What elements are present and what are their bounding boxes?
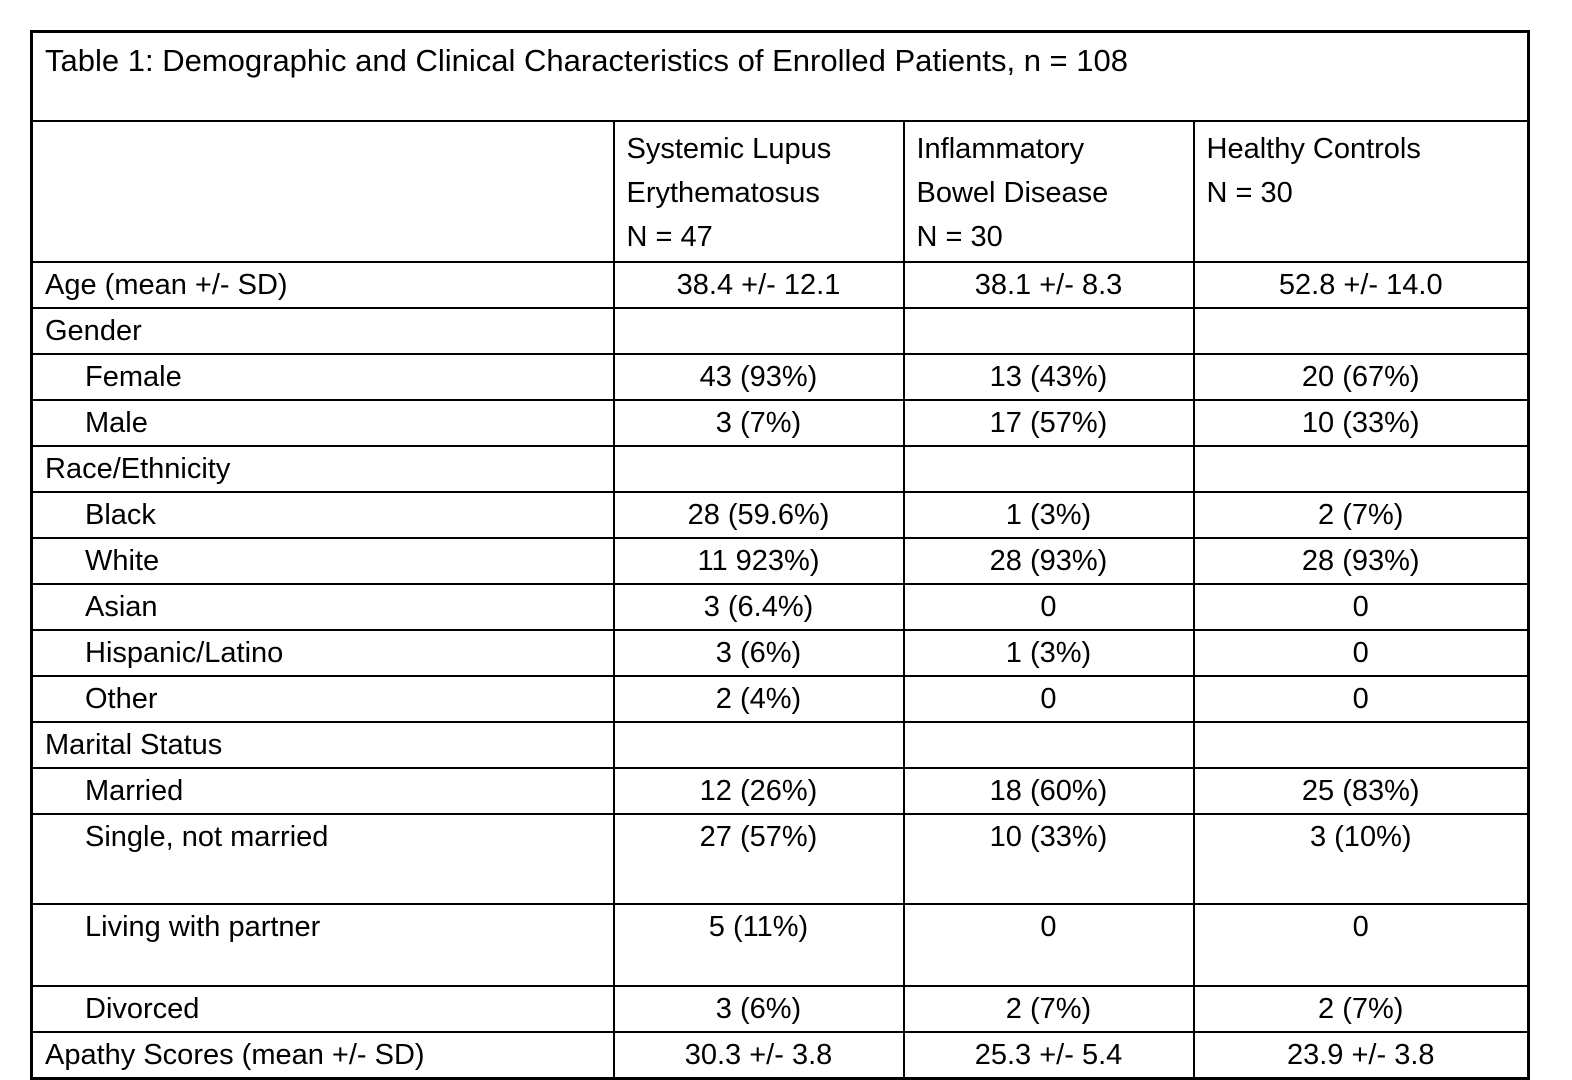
row-label-marital-status: Marital Status xyxy=(30,721,615,769)
cell-ibd: 2 (7%) xyxy=(902,985,1195,1033)
cell-ibd: 1 (3%) xyxy=(902,491,1195,539)
cell-ibd: 28 (93%) xyxy=(902,537,1195,585)
cell-sle: 3 (7%) xyxy=(612,399,905,447)
cell-hc xyxy=(1192,721,1530,769)
cell-hc: 28 (93%) xyxy=(1192,537,1530,585)
row-label-gender: Gender xyxy=(30,307,615,355)
table-row-divorced: Divorced 3 (6%) 2 (7%) 2 (7%) xyxy=(30,985,1530,1033)
table-row-apathy-scores: Apathy Scores (mean +/- SD) 30.3 +/- 3.8… xyxy=(30,1031,1530,1080)
cell-ibd: 13 (43%) xyxy=(902,353,1195,401)
table-row-asian: Asian 3 (6.4%) 0 0 xyxy=(30,583,1530,631)
cell-ibd: 0 xyxy=(902,583,1195,631)
cell-hc xyxy=(1192,307,1530,355)
cell-sle: 12 (26%) xyxy=(612,767,905,815)
cell-hc: 0 xyxy=(1192,903,1530,987)
table-row-black: Black 28 (59.6%) 1 (3%) 2 (7%) xyxy=(30,491,1530,539)
cell-hc: 25 (83%) xyxy=(1192,767,1530,815)
row-label-asian: Asian xyxy=(30,583,615,631)
cell-hc: 0 xyxy=(1192,675,1530,723)
cell-hc: 10 (33%) xyxy=(1192,399,1530,447)
cell-sle: 28 (59.6%) xyxy=(612,491,905,539)
cell-sle xyxy=(612,307,905,355)
cell-sle: 11 923%) xyxy=(612,537,905,585)
cell-hc: 0 xyxy=(1192,583,1530,631)
row-label-age: Age (mean +/- SD) xyxy=(30,261,615,309)
header-ibd-column: Inflammatory Bowel Disease N = 30 xyxy=(902,120,1195,263)
row-label-divorced: Divorced xyxy=(30,985,615,1033)
table-row-white: White 11 923%) 28 (93%) 28 (93%) xyxy=(30,537,1530,585)
cell-sle: 30.3 +/- 3.8 xyxy=(612,1031,905,1080)
table-row-race-ethnicity: Race/Ethnicity xyxy=(30,445,1530,493)
cell-sle: 2 (4%) xyxy=(612,675,905,723)
cell-hc: 2 (7%) xyxy=(1192,985,1530,1033)
cell-hc: 0 xyxy=(1192,629,1530,677)
cell-sle: 3 (6%) xyxy=(612,985,905,1033)
row-label-race-ethnicity: Race/Ethnicity xyxy=(30,445,615,493)
row-label-black: Black xyxy=(30,491,615,539)
cell-sle xyxy=(612,721,905,769)
cell-sle: 27 (57%) xyxy=(612,813,905,905)
table-row-marital-status: Marital Status xyxy=(30,721,1530,769)
cell-sle: 5 (11%) xyxy=(612,903,905,987)
cell-sle: 43 (93%) xyxy=(612,353,905,401)
cell-sle xyxy=(612,445,905,493)
row-label-apathy-scores: Apathy Scores (mean +/- SD) xyxy=(30,1031,615,1080)
row-label-single-not-married: Single, not married xyxy=(30,813,615,905)
cell-hc: 52.8 +/- 14.0 xyxy=(1192,261,1530,309)
table-title-row: Table 1: Demographic and Clinical Charac… xyxy=(30,30,1530,122)
cell-ibd xyxy=(902,445,1195,493)
cell-ibd: 18 (60%) xyxy=(902,767,1195,815)
row-label-male: Male xyxy=(30,399,615,447)
table-row-female: Female 43 (93%) 13 (43%) 20 (67%) xyxy=(30,353,1530,401)
row-label-other: Other xyxy=(30,675,615,723)
cell-hc xyxy=(1192,445,1530,493)
row-label-living-with-partner: Living with partner xyxy=(30,903,615,987)
cell-hc: 3 (10%) xyxy=(1192,813,1530,905)
row-label-married: Married xyxy=(30,767,615,815)
table-row-living-with-partner: Living with partner 5 (11%) 0 0 xyxy=(30,903,1530,987)
table-row-age: Age (mean +/- SD) 38.4 +/- 12.1 38.1 +/-… xyxy=(30,261,1530,309)
cell-hc: 2 (7%) xyxy=(1192,491,1530,539)
cell-ibd: 1 (3%) xyxy=(902,629,1195,677)
table-row-other: Other 2 (4%) 0 0 xyxy=(30,675,1530,723)
table-header-row: Systemic Lupus Erythematosus N = 47 Infl… xyxy=(30,120,1530,263)
cell-ibd xyxy=(902,721,1195,769)
table-title: Table 1: Demographic and Clinical Charac… xyxy=(30,30,1530,122)
table-row-gender: Gender xyxy=(30,307,1530,355)
cell-ibd: 38.1 +/- 8.3 xyxy=(902,261,1195,309)
demographics-table: Table 1: Demographic and Clinical Charac… xyxy=(30,30,1530,1080)
cell-ibd: 10 (33%) xyxy=(902,813,1195,905)
cell-hc: 20 (67%) xyxy=(1192,353,1530,401)
table-row-hispanic-latino: Hispanic/Latino 3 (6%) 1 (3%) 0 xyxy=(30,629,1530,677)
cell-ibd: 25.3 +/- 5.4 xyxy=(902,1031,1195,1080)
header-sle-column: Systemic Lupus Erythematosus N = 47 xyxy=(612,120,905,263)
row-label-white: White xyxy=(30,537,615,585)
row-label-female: Female xyxy=(30,353,615,401)
table-row-single-not-married: Single, not married 27 (57%) 10 (33%) 3 … xyxy=(30,813,1530,905)
cell-hc: 23.9 +/- 3.8 xyxy=(1192,1031,1530,1080)
cell-sle: 3 (6%) xyxy=(612,629,905,677)
cell-ibd: 0 xyxy=(902,675,1195,723)
cell-ibd xyxy=(902,307,1195,355)
table-row-male: Male 3 (7%) 17 (57%) 10 (33%) xyxy=(30,399,1530,447)
row-label-hispanic-latino: Hispanic/Latino xyxy=(30,629,615,677)
table-row-married: Married 12 (26%) 18 (60%) 25 (83%) xyxy=(30,767,1530,815)
header-hc-column: Healthy Controls N = 30 xyxy=(1192,120,1530,263)
header-label-column xyxy=(30,120,615,263)
cell-sle: 3 (6.4%) xyxy=(612,583,905,631)
cell-ibd: 0 xyxy=(902,903,1195,987)
cell-sle: 38.4 +/- 12.1 xyxy=(612,261,905,309)
cell-ibd: 17 (57%) xyxy=(902,399,1195,447)
